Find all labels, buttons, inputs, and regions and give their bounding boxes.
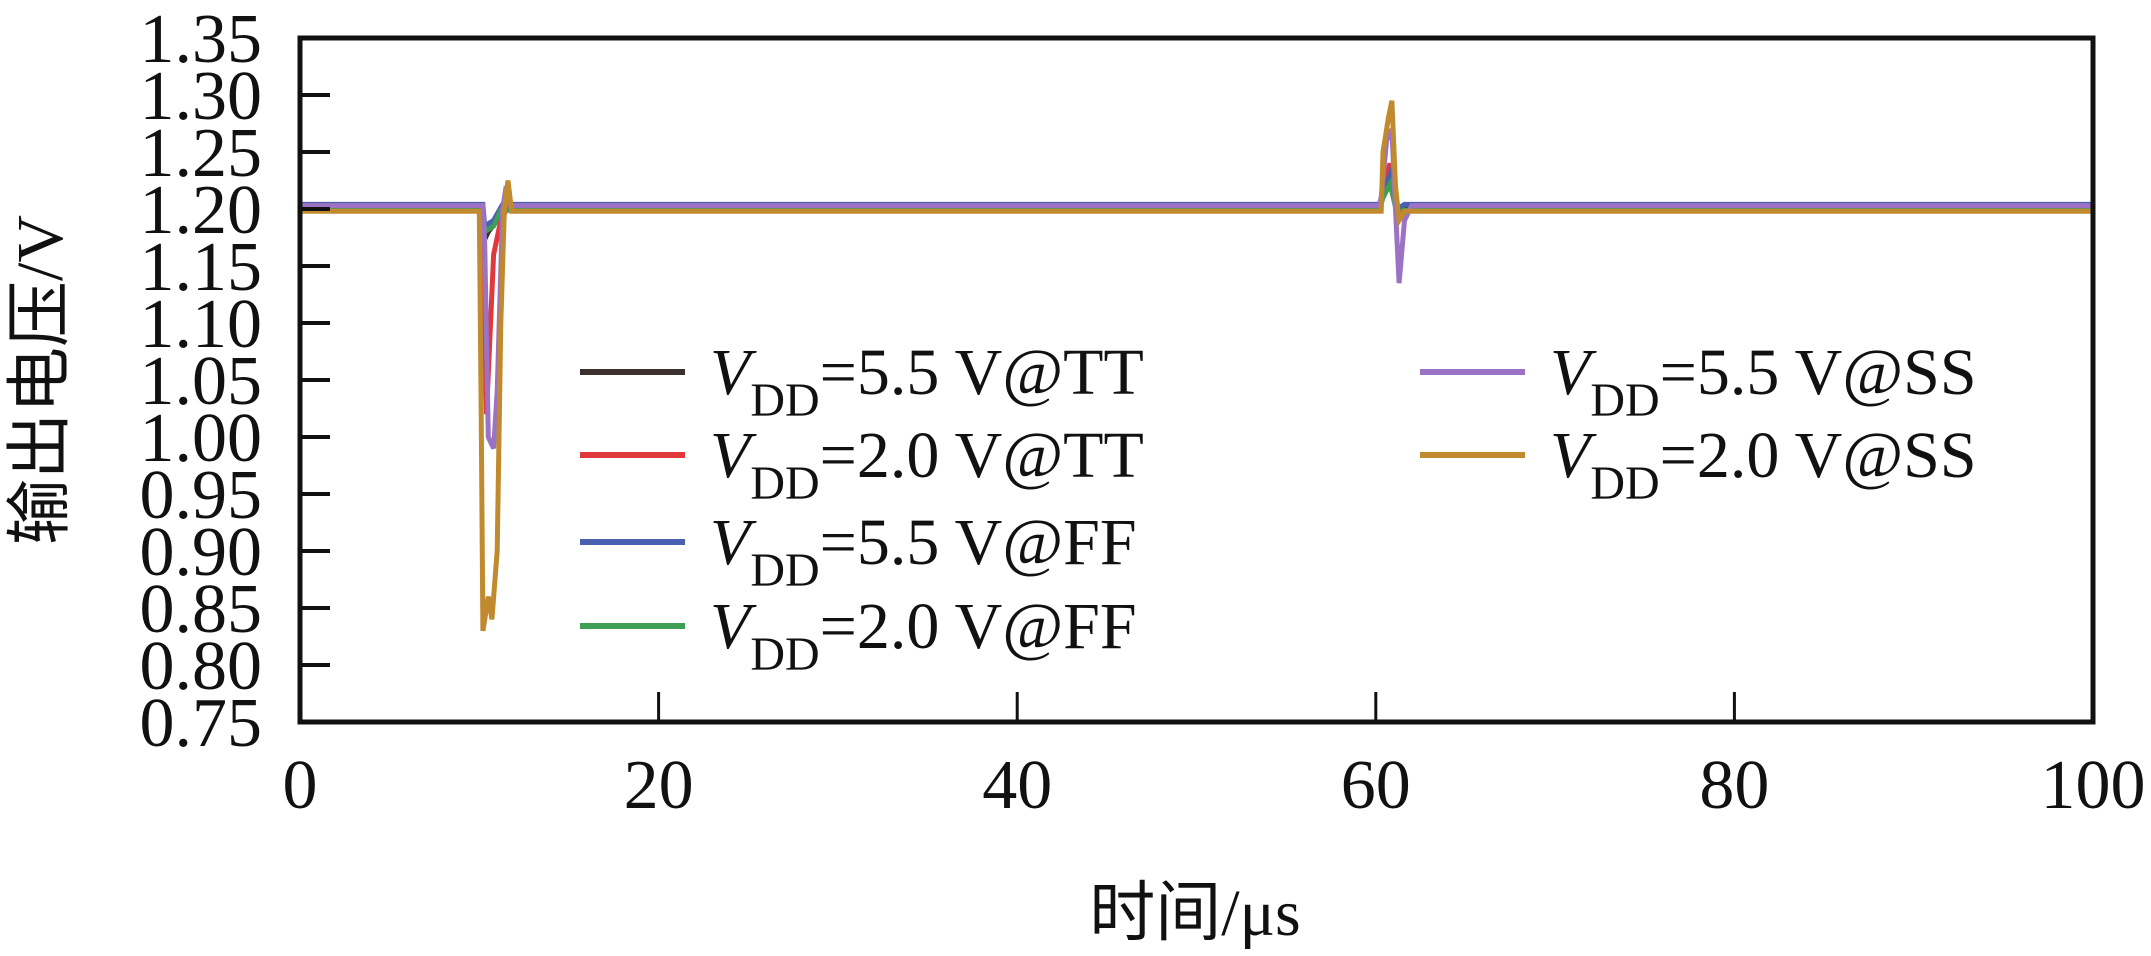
y-tick-label: 1.35 <box>140 1 263 78</box>
legend-label: VDD=2.0 V@SS <box>1550 419 1977 510</box>
legend-item: VDD=5.5 V@FF <box>580 506 1137 597</box>
series-line-4 <box>300 128 2093 450</box>
x-tick-label: 40 <box>982 747 1052 824</box>
y-axis-title: 输出电压/V <box>4 215 77 545</box>
y-tick-label: 0.85 <box>140 571 263 648</box>
x-tick-label: 20 <box>624 747 694 824</box>
x-tick-label: 100 <box>2041 747 2146 824</box>
series-layer <box>300 100 2093 632</box>
y-tick-label: 1.10 <box>140 286 263 363</box>
legend-item: VDD=2.0 V@FF <box>580 590 1137 681</box>
y-tick-label: 0.80 <box>140 628 263 705</box>
y-tick-label: 1.20 <box>140 172 263 249</box>
legend-label: VDD=5.5 V@FF <box>710 506 1137 597</box>
series-line-2 <box>300 166 2093 231</box>
legend-item: VDD=5.5 V@TT <box>580 336 1144 427</box>
legend-label: VDD=5.5 V@SS <box>1550 336 1977 427</box>
ticks-layer: 0 20 40 60 80 100 0.750.800.850.900.951.001.05… <box>140 1 2146 824</box>
x-tick-label: 0 <box>283 747 318 824</box>
y-tick-label: 1.00 <box>140 400 263 477</box>
y-tick-label: 1.05 <box>140 343 263 420</box>
y-tick-label: 0.75 <box>140 685 263 762</box>
legend-label: VDD=5.5 V@TT <box>710 336 1144 427</box>
y-tick-label: 1.15 <box>140 229 263 306</box>
y-tick-label: 0.95 <box>140 457 263 534</box>
legend-label: VDD=2.0 V@TT <box>710 419 1144 510</box>
series-line-5 <box>300 100 2093 632</box>
y-tick-label: 1.25 <box>140 115 263 192</box>
x-tick-label: 60 <box>1341 747 1411 824</box>
x-axis-title: 时间/μs <box>1089 877 1300 950</box>
legend-item: VDD=2.0 V@SS <box>1420 419 1977 510</box>
legend-item: VDD=2.0 V@TT <box>580 419 1144 510</box>
y-tick-label: 1.30 <box>140 58 263 135</box>
legend-label: VDD=2.0 V@FF <box>710 590 1137 681</box>
y-tick-label: 0.90 <box>140 514 263 591</box>
x-tick-label: 80 <box>1699 747 1769 824</box>
legend-item: VDD=5.5 V@SS <box>1420 336 1977 427</box>
